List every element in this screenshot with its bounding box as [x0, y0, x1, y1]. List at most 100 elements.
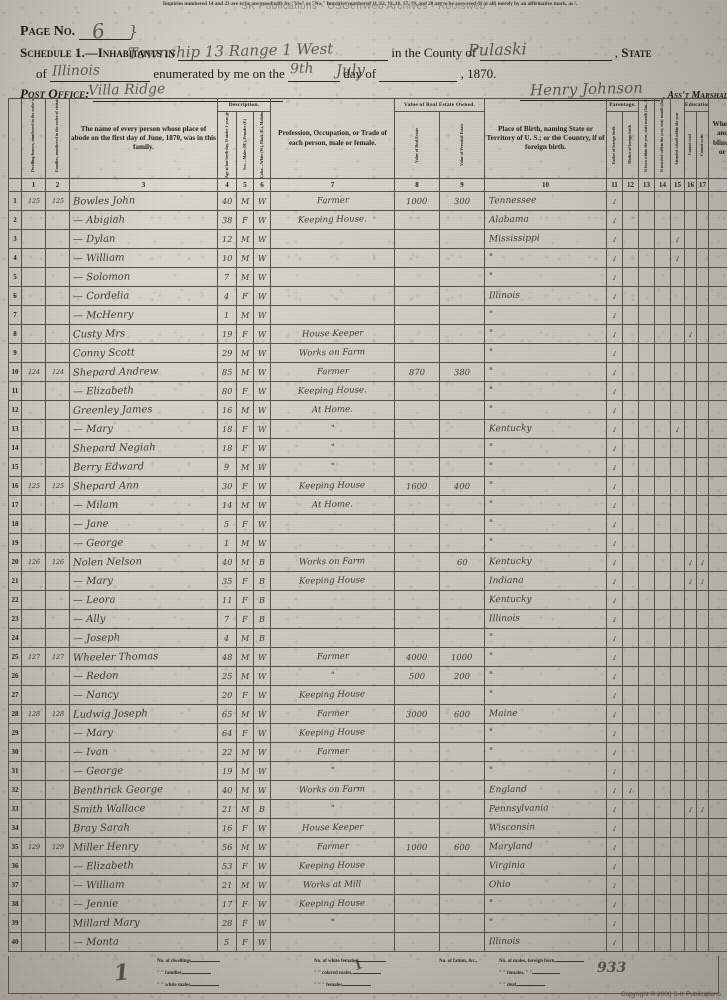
cell-married-in-year — [654, 875, 672, 896]
group-description: Description. — [217, 97, 271, 113]
cell-mother-foreign — [621, 248, 640, 269]
footer-item-2: No. of males, foreign born, — [499, 959, 584, 964]
cell-disability — [708, 780, 727, 801]
cell-father-foreign: ✓ — [606, 495, 623, 516]
cell-dwelling — [21, 913, 46, 934]
cell-occupation: Keeping House — [270, 894, 395, 915]
table-row[interactable]: 16 125 125 Shepard Ann 30 F W Keeping House 1600… — [8, 476, 727, 497]
col1-header: Dwelling-houses, numbered in the order o… — [21, 97, 46, 180]
cell-personal-estate — [439, 419, 485, 440]
cell-birthplace: Maine — [484, 704, 607, 725]
cell-family — [45, 438, 70, 459]
cell-birthplace: " — [484, 400, 607, 421]
cell-personal-estate: 1000 — [439, 647, 485, 668]
cell-father-foreign: ✓ — [606, 685, 623, 706]
cell-cannot-write — [696, 913, 710, 934]
cell-color: W — [253, 647, 271, 668]
cell-birthplace: " — [484, 438, 607, 459]
cell-sex: F — [236, 818, 254, 839]
census-table: Dwelling-houses, numbered in the order o… — [8, 97, 727, 954]
table-row[interactable]: 32 Benthrick George 40 M W Works on Farm Engla… — [8, 780, 727, 801]
cell-mother-foreign — [621, 799, 640, 820]
cell-age: 56 — [217, 837, 237, 858]
cell-cannot-write — [696, 837, 710, 858]
cell-born-in-year — [638, 305, 656, 326]
cell-color: W — [253, 514, 271, 535]
table-row[interactable]: 35 129 129 Miller Henry 56 M W Farmer 1000 600 Mar… — [8, 837, 727, 858]
footer-item-9: No. of fatum, &c., — [439, 959, 478, 964]
cell-cannot-read — [684, 419, 698, 440]
cell-sex: M — [236, 495, 254, 516]
cell-married-in-year — [654, 666, 672, 687]
cell-sex: M — [236, 875, 254, 896]
cell-married-in-year — [654, 609, 672, 630]
cell-birthplace: Alabama — [484, 210, 607, 231]
cell-birthplace: Illinois — [484, 286, 607, 307]
cell-age: 64 — [217, 723, 237, 744]
cell-birthplace: " — [484, 362, 607, 383]
cell-real-estate — [394, 723, 440, 744]
cell-occupation: Works at Mill — [270, 875, 395, 896]
cell-occupation — [270, 932, 395, 953]
cell-cannot-write — [696, 818, 710, 839]
table-row[interactable]: 20 126 126 Nolen Nelson 40 M B Works on Farm 60 K… — [8, 552, 727, 573]
cell-born-in-year — [638, 400, 656, 421]
row-number-left: 2 — [8, 210, 22, 231]
table-row[interactable]: 25 127 127 Wheeler Thomas 48 M W Farmer 4000 1000… — [8, 647, 727, 668]
cell-cannot-read — [684, 438, 698, 459]
row-number-left: 1 — [8, 191, 22, 212]
table-row[interactable]: 28 128 128 Ludwig Joseph 65 M W Farmer 3000 600 Ma… — [8, 704, 727, 725]
cell-personal-estate — [439, 324, 485, 345]
cell-age: 28 — [217, 913, 237, 934]
cell-name: Shepard Ann — [69, 476, 218, 497]
cell-married-in-year — [654, 552, 672, 573]
cell-birthplace: Pennsylvania — [484, 799, 607, 820]
cell-attended-school — [670, 647, 686, 668]
footer-item-1: No. of white females, — [314, 959, 387, 964]
cell-cannot-write — [696, 628, 710, 649]
table-row[interactable]: 1 125 125 Bowles John 40 M W Farmer 1000 300 Tenne… — [8, 191, 727, 212]
cell-name: — Abigiah — [69, 210, 218, 231]
cell-name: — Cordelia — [69, 286, 218, 307]
table-row[interactable]: 10 124 124 Shepard Andrew 85 M W Farmer 870 380 " ✓… — [8, 362, 727, 383]
cell-sex: M — [236, 343, 254, 364]
cell-cannot-write — [696, 590, 710, 611]
cell-cannot-write — [696, 514, 710, 535]
cell-birthplace: " — [484, 913, 607, 934]
cell-age: 38 — [217, 210, 237, 231]
cell-age: 19 — [217, 761, 237, 782]
cell-cannot-write: ✓ — [696, 799, 710, 820]
